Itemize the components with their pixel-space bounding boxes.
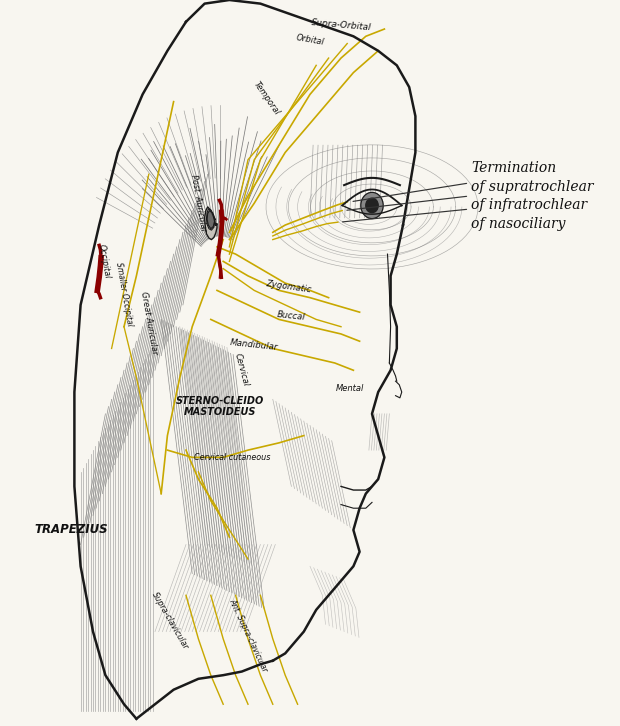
Polygon shape	[205, 207, 217, 240]
Text: Supra-clavicular: Supra-clavicular	[151, 590, 190, 651]
Text: Cervical: Cervical	[233, 353, 250, 388]
Text: Zygomatic: Zygomatic	[265, 279, 312, 295]
Text: STERNO-CLEIDO
MASTOIDEUS: STERNO-CLEIDO MASTOIDEUS	[176, 396, 264, 417]
Text: Buccal: Buccal	[277, 310, 306, 322]
Text: Orbital: Orbital	[295, 33, 325, 47]
Text: Termination
of supratrochlear
of infratrochlear
of nasociliary: Termination of supratrochlear of infratr…	[471, 160, 594, 232]
Circle shape	[361, 192, 383, 219]
Text: Mental: Mental	[336, 384, 365, 393]
Polygon shape	[207, 211, 215, 229]
Text: Cervical cutaneous: Cervical cutaneous	[194, 453, 271, 462]
Text: Temporal: Temporal	[252, 80, 281, 116]
Text: Mandibular: Mandibular	[230, 338, 278, 352]
Text: Occipital: Occipital	[97, 243, 112, 280]
Text: TRAPEZIUS: TRAPEZIUS	[35, 523, 108, 537]
Text: Ant. Supra-clavicular: Ant. Supra-clavicular	[227, 597, 269, 673]
Text: Smaller Occipital: Smaller Occipital	[114, 261, 134, 327]
Text: Supra-Orbital: Supra-Orbital	[311, 18, 371, 33]
Text: Post. Auricular: Post. Auricular	[189, 174, 208, 232]
Text: Great Auricular: Great Auricular	[139, 291, 159, 355]
Circle shape	[366, 198, 378, 213]
